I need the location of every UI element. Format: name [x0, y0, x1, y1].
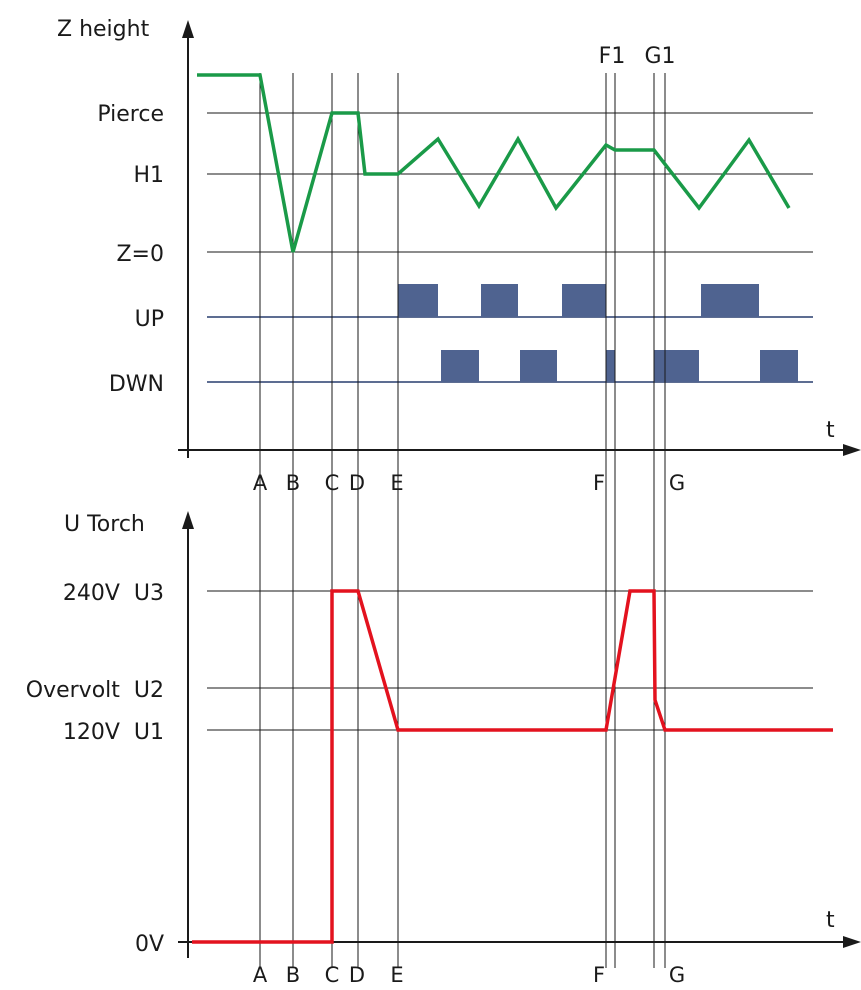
dwn-pulse [441, 350, 479, 382]
event-label-g: G [669, 471, 685, 495]
time-label-bottom: t [826, 908, 835, 933]
level-label-u1: 120V U1 [63, 720, 164, 745]
event-label-e: E [390, 471, 403, 495]
marker-label-f1: F1 [599, 44, 626, 69]
event-label-d: D [349, 471, 365, 495]
level-label-u2: Overvolt U2 [26, 678, 164, 703]
u-axis-label: U Torch [64, 512, 145, 537]
event-label-c: C [325, 963, 340, 985]
level-label-u3: 240V U3 [63, 581, 164, 606]
up-pulse [481, 284, 518, 317]
u-torch-panel: U Torch t 240V U3 Overvolt U2 120V U1 0V… [26, 478, 861, 987]
dwn-pulse [606, 350, 615, 382]
up-pulse [398, 284, 438, 317]
time-axis-bottom-arrow-icon [843, 936, 861, 948]
z-height-trace [197, 73, 791, 253]
event-label-d: D [349, 963, 365, 985]
z-height-panel: Z height t Pierce H1 Z=0 UP DWN F1 G1 A … [57, 17, 861, 495]
event-label-f: F [593, 963, 605, 985]
event-label-f: F [593, 471, 605, 495]
event-label-a: A [253, 963, 268, 985]
u-axis-arrow-icon [182, 511, 194, 529]
z-axis-arrow-icon [182, 20, 194, 38]
time-label-top: t [826, 418, 835, 443]
time-axis-top-arrow-icon [843, 444, 861, 456]
level-label-pierce: Pierce [97, 102, 164, 127]
event-label-e: E [390, 963, 403, 985]
level-label-h1: H1 [133, 163, 164, 188]
up-pulse [562, 284, 606, 317]
up-pulse [701, 284, 759, 317]
dwn-pulse [520, 350, 557, 382]
dwn-pulse [654, 350, 699, 382]
origin-label-0v: 0V [135, 932, 164, 957]
marker-label-g1: G1 [644, 44, 675, 69]
dwn-pulse [760, 350, 798, 382]
event-label-g: G [669, 963, 685, 985]
event-label-b: B [286, 963, 300, 985]
signal-label-up: UP [135, 307, 164, 332]
u-torch-trace [192, 589, 833, 944]
signal-label-dwn: DWN [109, 372, 164, 397]
z-axis-label: Z height [57, 17, 150, 42]
level-label-z0: Z=0 [116, 242, 164, 267]
